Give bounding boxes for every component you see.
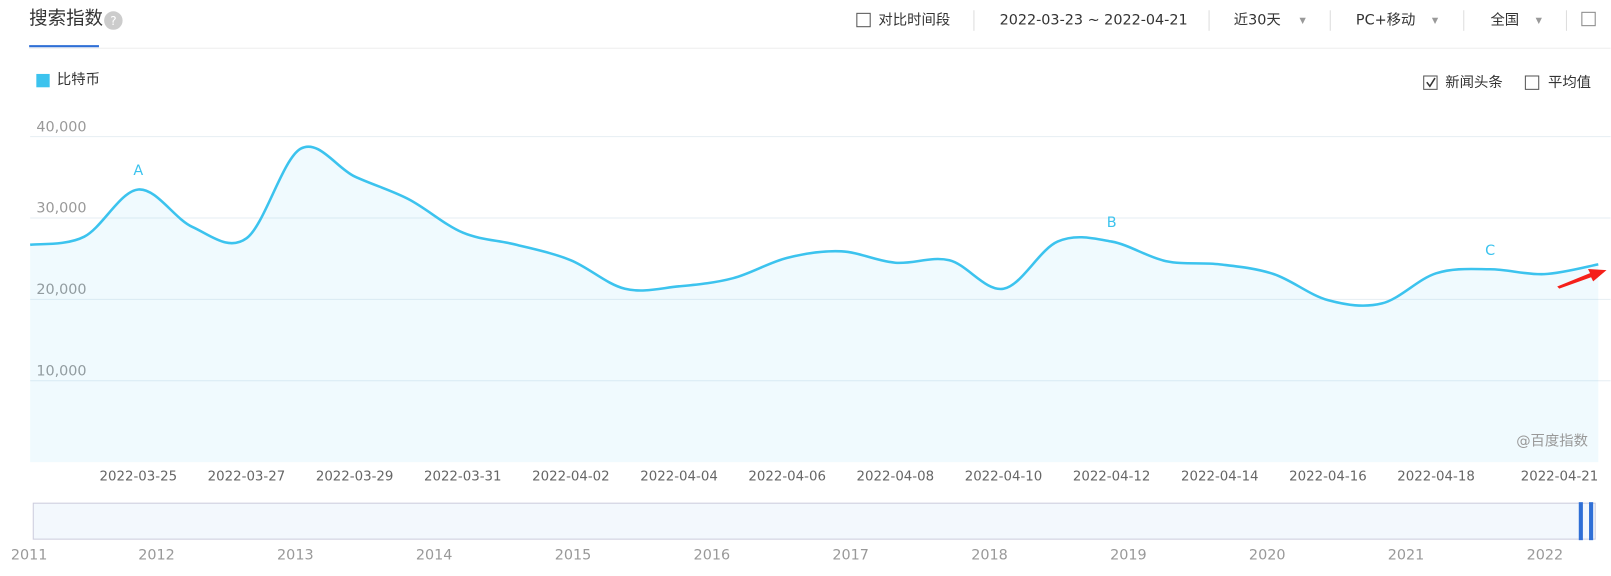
navigator-year: 2021 <box>1388 548 1425 564</box>
x-tick-label: 2022-04-21 <box>1521 469 1599 484</box>
date-range[interactable]: 2022-03-23 ~ 2022-04-21 <box>1000 13 1188 29</box>
navigator-handle[interactable] <box>1578 502 1583 541</box>
navigator-year: 2017 <box>832 548 869 564</box>
navigator-year: 2012 <box>138 548 175 564</box>
navigator-year: 2018 <box>971 548 1008 564</box>
news-label[interactable]: 新闻头条 <box>1445 74 1502 91</box>
x-tick-label: 2022-04-16 <box>1289 469 1367 484</box>
navigator[interactable] <box>32 502 1596 540</box>
arrow <box>1557 269 1607 289</box>
y-tick-label: 30,000 <box>36 201 86 217</box>
x-tick-label: 2022-03-31 <box>424 469 502 484</box>
dropdown-arrow: ▼ <box>1536 15 1543 25</box>
watermark: @百度指数 <box>1516 433 1588 450</box>
point-label: B <box>1107 215 1117 231</box>
x-tick-label: 2022-03-25 <box>100 469 178 484</box>
title: 搜索指数 <box>29 9 103 30</box>
navigator-year: 2013 <box>277 548 314 564</box>
y-tick-label: 40,000 <box>36 119 86 135</box>
x-tick-label: 2022-04-08 <box>857 469 935 484</box>
navigator-year: 2019 <box>1110 548 1147 564</box>
average-checkbox[interactable] <box>1524 75 1540 90</box>
region[interactable]: 全国 <box>1490 11 1519 29</box>
x-tick-label: 2022-04-04 <box>640 469 718 484</box>
y-tick-label: 20,000 <box>36 282 86 298</box>
x-tick-label: 2022-04-12 <box>1073 469 1151 484</box>
help-icon[interactable] <box>104 11 123 30</box>
area <box>30 146 1599 463</box>
compare-checkbox[interactable] <box>856 12 871 28</box>
x-tick-label: 2022-03-29 <box>316 469 394 484</box>
checkmark <box>1426 77 1436 88</box>
x-tick-label: 2022-04-18 <box>1397 469 1475 484</box>
navigator-year: 2022 <box>1527 548 1564 564</box>
legend-label[interactable]: 比特币 <box>57 71 100 88</box>
compare-label[interactable]: 对比时间段 <box>878 12 950 29</box>
x-tick-label: 2022-03-27 <box>208 469 286 484</box>
device[interactable]: PC+移动 <box>1356 12 1415 29</box>
navigator-year: 2020 <box>1249 548 1286 564</box>
export-icon[interactable] <box>1581 11 1596 27</box>
dropdown-arrow: ▼ <box>1299 15 1306 25</box>
point-label: A <box>133 163 143 179</box>
average-label[interactable]: 平均值 <box>1548 74 1591 91</box>
dropdown-arrow: ▼ <box>1432 15 1439 25</box>
x-tick-label: 2022-04-02 <box>532 469 610 484</box>
navigator-year: 2014 <box>416 548 453 564</box>
legend-swatch <box>36 73 50 88</box>
navigator-year: 2011 <box>11 548 48 564</box>
navigator-year: 2015 <box>555 548 592 564</box>
news-checkbox[interactable] <box>1423 75 1438 90</box>
navigator-handle[interactable] <box>1589 502 1594 541</box>
help-mark: ? <box>110 14 117 28</box>
navigator-year: 2016 <box>694 548 731 564</box>
x-tick-label: 2022-04-06 <box>748 469 826 484</box>
line <box>29 145 1599 307</box>
x-tick-label: 2022-04-10 <box>965 469 1043 484</box>
x-tick-label: 2022-04-14 <box>1181 469 1259 484</box>
y-tick-label: 10,000 <box>36 363 86 379</box>
period[interactable]: 近30天 <box>1234 12 1281 29</box>
point-label: C <box>1485 243 1495 259</box>
